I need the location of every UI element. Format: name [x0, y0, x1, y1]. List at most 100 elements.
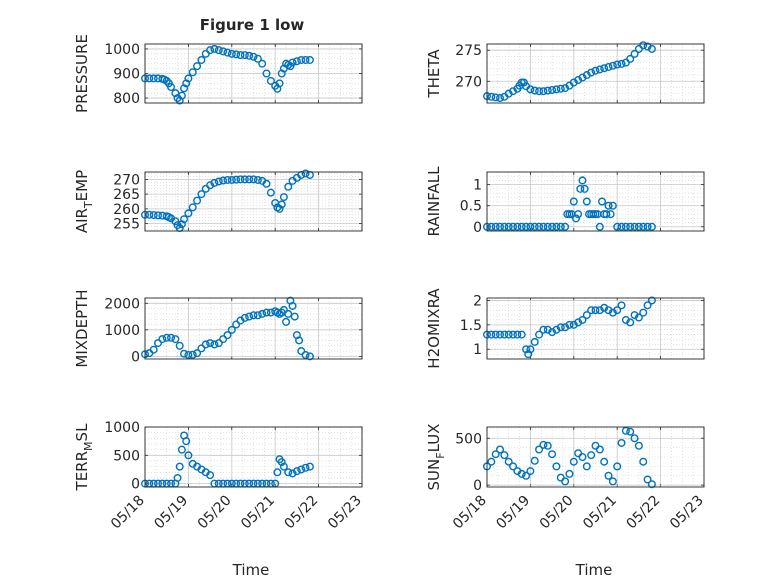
x-axis-label-left: Time [232, 561, 270, 579]
data-point [301, 169, 310, 178]
data-point [206, 471, 215, 480]
data-point [305, 462, 314, 471]
axes-box [144, 426, 363, 488]
data-point [496, 445, 505, 454]
data-point [600, 457, 609, 466]
data-point [167, 333, 176, 342]
data-point [639, 308, 648, 317]
y-tick-label: 1000 [104, 323, 140, 339]
data-point [556, 323, 565, 332]
data-point [582, 197, 591, 206]
y-tick-label: 0.5 [460, 199, 482, 215]
data-point [188, 68, 197, 77]
data-point [171, 335, 180, 344]
data-point [154, 339, 163, 348]
y-axis-label: RAINFALL [425, 166, 443, 237]
data-point [249, 175, 258, 184]
data-point [604, 306, 613, 315]
data-point [578, 453, 587, 462]
y-tick-label: 270 [113, 172, 140, 188]
data-point [253, 311, 262, 320]
data-point [288, 469, 297, 478]
data-point [253, 175, 262, 184]
data-point [180, 349, 189, 358]
data-point [524, 350, 533, 359]
data-point [591, 66, 600, 75]
data-point [565, 469, 574, 478]
data-point [297, 55, 306, 64]
data-point [600, 303, 609, 312]
data-point [491, 93, 500, 102]
data-point [487, 222, 496, 231]
y-tick-label: 1000 [104, 420, 140, 436]
data-point [295, 336, 304, 345]
data-point [613, 306, 622, 315]
data-point [197, 55, 206, 64]
data-point [301, 463, 310, 472]
data-point [602, 210, 611, 219]
data-point [548, 222, 557, 231]
data-point [617, 59, 626, 68]
data-point [240, 175, 249, 184]
y-tick-label: 0 [131, 477, 140, 493]
data-point [184, 451, 193, 460]
data-point [500, 451, 509, 460]
data-point [639, 41, 648, 50]
data-point [279, 462, 288, 471]
y-tick-label: 275 [455, 43, 482, 59]
data-point [253, 54, 262, 63]
data-point [193, 62, 202, 71]
data-point [177, 445, 186, 454]
data-point [569, 457, 578, 466]
data-point [496, 330, 505, 339]
data-point [647, 222, 656, 231]
subplot-h2omixra: 1 1.5 2 H2OMIXRA [425, 288, 705, 369]
data-point [149, 74, 158, 83]
data-point [548, 85, 557, 94]
data-point [522, 471, 531, 480]
data-point [210, 340, 219, 349]
data-point [232, 320, 241, 329]
y-tick-label: 500 [113, 448, 140, 464]
data-point [297, 465, 306, 474]
y-axis-label: TERRMSL [73, 423, 95, 492]
data-point [526, 345, 535, 354]
data-point [236, 51, 245, 60]
data-point [530, 86, 539, 95]
data-point [630, 49, 639, 58]
data-point [504, 457, 513, 466]
data-point [639, 457, 648, 466]
data-point [305, 55, 314, 64]
data-point [201, 340, 210, 349]
data-point [556, 84, 565, 93]
data-point [180, 84, 189, 93]
data-point [552, 325, 561, 334]
data-point [284, 182, 293, 191]
data-point [487, 330, 496, 339]
data-point [154, 211, 163, 220]
data-point [565, 320, 574, 329]
data-point [184, 351, 193, 360]
data-point [634, 441, 643, 450]
y-tick-label: 260 [113, 202, 140, 218]
data-point [509, 462, 518, 471]
data-point [219, 47, 228, 56]
data-point [595, 222, 604, 231]
data-point [149, 345, 158, 354]
data-point [273, 468, 282, 477]
data-point [223, 175, 232, 184]
data-point [262, 179, 271, 188]
data-point [145, 210, 154, 219]
data-point [500, 222, 509, 231]
data-point [535, 87, 544, 96]
data-point [184, 209, 193, 218]
data-point [613, 60, 622, 69]
data-point [509, 330, 518, 339]
y-tick-label: 270 [455, 74, 482, 90]
data-point [301, 55, 310, 64]
y-tick-label: 1 [473, 342, 482, 358]
data-point [162, 333, 171, 342]
data-point [491, 450, 500, 459]
data-point [284, 309, 293, 318]
